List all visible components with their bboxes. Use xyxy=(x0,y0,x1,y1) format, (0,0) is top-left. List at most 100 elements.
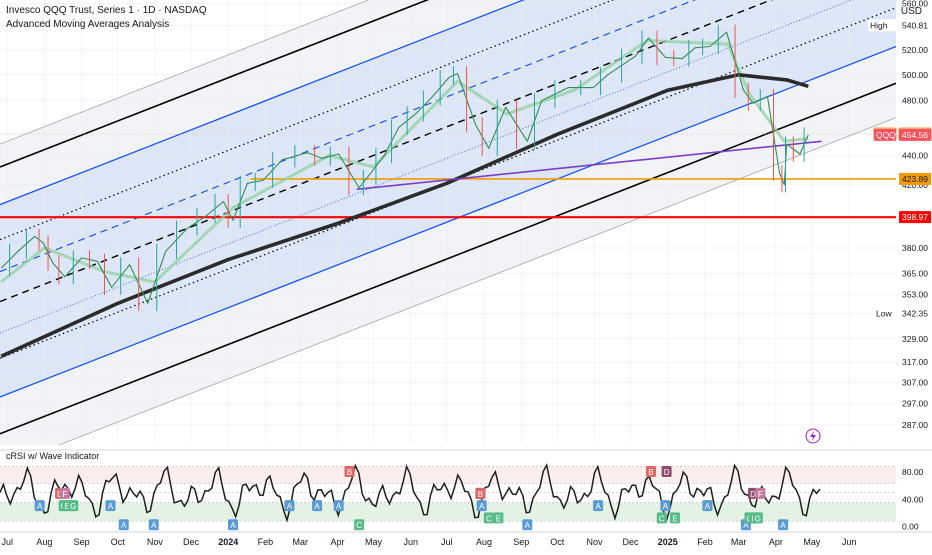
price-tick-label: 520.00 xyxy=(902,45,928,55)
wave-marker[interactable]: C xyxy=(656,512,667,524)
wave-marker-label: G xyxy=(755,514,761,523)
wave-marker[interactable]: A xyxy=(778,519,789,531)
wave-marker-label: A xyxy=(287,502,293,511)
wave-marker-label: A xyxy=(108,502,114,511)
wave-marker-label: B xyxy=(347,468,352,477)
wave-marker-label: A xyxy=(525,521,531,530)
time-tick-label: Jun xyxy=(404,537,419,547)
wave-marker-label: C xyxy=(486,514,492,523)
price-label-value: 423.89 xyxy=(902,174,928,184)
price-tick-label: 317.00 xyxy=(902,357,928,367)
wave-marker[interactable]: C xyxy=(483,512,494,524)
indicator-title: cRSI w/ Wave Indicator xyxy=(6,451,100,461)
indicator-pane[interactable] xyxy=(0,463,896,524)
outer-channel-line xyxy=(58,117,896,445)
wave-marker[interactable]: F xyxy=(755,487,766,499)
price-label-tag: QQQ xyxy=(876,130,896,140)
wave-marker-label: G xyxy=(70,502,76,511)
wave-marker-label: D xyxy=(664,468,670,477)
wave-marker[interactable]: A xyxy=(312,500,323,512)
time-tick-label: 2025 xyxy=(658,537,678,547)
wave-marker-label: A xyxy=(479,502,485,511)
wave-marker-label: C xyxy=(659,514,665,523)
wave-marker[interactable]: B xyxy=(475,487,486,499)
channel-line xyxy=(0,0,696,273)
wave-marker[interactable]: B xyxy=(344,466,355,478)
price-plot-area[interactable] xyxy=(0,0,896,468)
lightning-icon[interactable] xyxy=(805,428,821,444)
time-tick-label: Jun xyxy=(842,537,857,547)
wave-marker[interactable]: C xyxy=(354,519,365,531)
wave-marker-label: D xyxy=(750,490,756,499)
wave-marker-label: A xyxy=(37,502,43,511)
indicator-tick-label: 0.00 xyxy=(902,522,919,532)
price-tick-label: 329.00 xyxy=(902,334,928,344)
wave-marker[interactable]: B xyxy=(645,466,656,478)
time-axis[interactable]: Jul Aug Sep Oct Nov Dec 2024 Feb Mar Apr May Jun Jul… xyxy=(0,531,932,547)
chart-subtitle: Advanced Moving Averages Analysis xyxy=(6,19,170,30)
wave-marker-label: A xyxy=(121,521,127,530)
moving-average-line xyxy=(356,140,822,191)
wave-marker[interactable]: A xyxy=(34,500,45,512)
wave-marker-label: F xyxy=(62,490,67,499)
wave-marker-label: A xyxy=(595,502,601,511)
wave-marker[interactable]: A xyxy=(118,519,129,531)
wave-marker[interactable]: A xyxy=(105,500,116,512)
wave-marker[interactable]: A xyxy=(148,519,159,531)
wave-marker[interactable]: E xyxy=(493,512,504,524)
wave-marker-label: A xyxy=(230,521,236,530)
wave-marker-label: A xyxy=(780,521,786,530)
wave-marker-label: A xyxy=(743,521,749,530)
time-tick-label: Oct xyxy=(111,537,126,547)
wave-marker[interactable]: A xyxy=(228,519,239,531)
wave-marker[interactable]: G xyxy=(68,500,79,512)
wave-marker[interactable]: G xyxy=(752,512,763,524)
channel-line xyxy=(0,0,525,206)
wave-marker-label: E xyxy=(672,514,677,523)
wave-marker-label: E xyxy=(496,514,501,523)
time-tick-label: Mar xyxy=(731,537,747,547)
wave-marker-label: A xyxy=(705,502,711,511)
time-tick-label: Mar xyxy=(293,537,309,547)
wave-marker[interactable]: E xyxy=(670,512,681,524)
price-label-tag: Low xyxy=(876,309,892,319)
crsi-line xyxy=(0,463,821,524)
indicator-upper-zone xyxy=(0,466,896,484)
price-label-value: 540.81 xyxy=(902,20,928,30)
wave-marker[interactable]: A xyxy=(522,519,533,531)
time-tick-label: Feb xyxy=(258,537,274,547)
wave-marker[interactable]: A xyxy=(660,500,671,512)
price-tick-label: 353.00 xyxy=(902,289,928,299)
wave-marker[interactable]: A xyxy=(593,500,604,512)
wave-marker-label: A xyxy=(314,502,320,511)
time-tick-label: Sep xyxy=(513,537,529,547)
price-label: 454.56 QQQ xyxy=(874,128,931,141)
wave-marker-label: F xyxy=(758,490,763,499)
indicator-tick-label: 40.00 xyxy=(902,494,924,504)
price-label: 540.81 High xyxy=(868,19,931,32)
wave-marker[interactable]: A xyxy=(333,500,344,512)
price-line xyxy=(0,31,809,304)
price-tick-label: 560.00 xyxy=(902,0,928,8)
wave-marker[interactable]: A xyxy=(284,500,295,512)
price-label: 342.35 Low xyxy=(874,307,931,320)
wave-marker-label: A xyxy=(151,521,157,530)
time-tick-label: May xyxy=(365,537,383,547)
time-tick-label: Jul xyxy=(1,537,13,547)
price-label: 423.89 xyxy=(899,172,931,185)
wave-marker[interactable]: A xyxy=(476,500,487,512)
price-label-value: 342.35 xyxy=(902,309,928,319)
wave-marker[interactable]: F xyxy=(59,487,70,499)
time-tick-label: Apr xyxy=(769,537,783,547)
price-axis[interactable]: 287.00 297.00 307.00 317.00 329.00 353.00 365.… xyxy=(868,0,932,430)
price-tick-label: 500.00 xyxy=(902,70,928,80)
time-tick-label: Oct xyxy=(550,537,565,547)
price-tick-label: 297.00 xyxy=(902,398,928,408)
time-tick-label: Jul xyxy=(441,537,453,547)
wave-marker[interactable]: D xyxy=(661,466,672,478)
wave-marker[interactable]: A xyxy=(702,500,713,512)
channel-line xyxy=(0,0,853,334)
wave-marker-label: A xyxy=(336,502,342,511)
